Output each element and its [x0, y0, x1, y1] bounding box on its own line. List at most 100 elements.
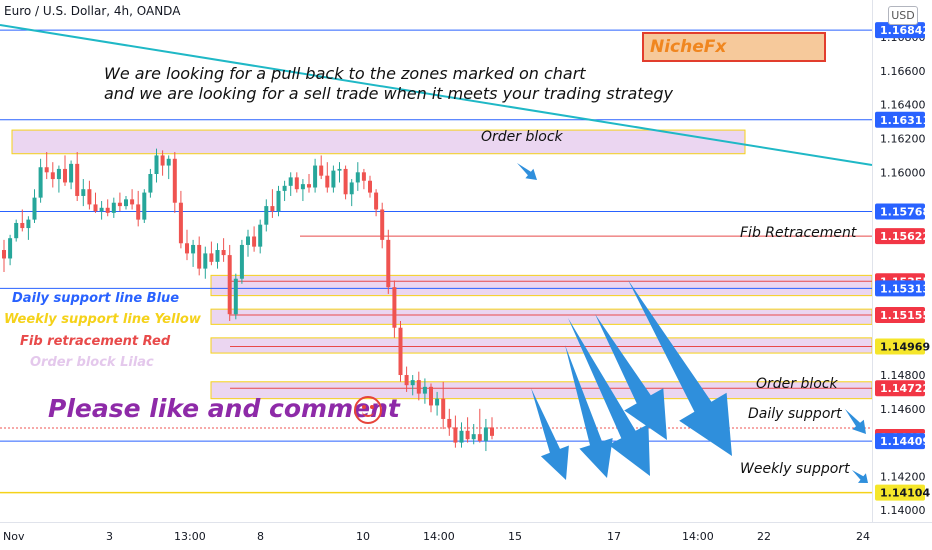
candle[interactable]: [410, 375, 415, 396]
candle[interactable]: [264, 199, 269, 232]
price-tag[interactable]: 1.14409: [875, 433, 930, 450]
candle[interactable]: [81, 179, 86, 207]
candle[interactable]: [374, 189, 379, 217]
candle[interactable]: [300, 179, 305, 202]
candle[interactable]: [105, 199, 110, 217]
candle[interactable]: [172, 152, 177, 213]
price-tag[interactable]: 1.15622: [875, 228, 930, 245]
candle[interactable]: [361, 168, 366, 190]
candle[interactable]: [288, 172, 293, 196]
candle[interactable]: [239, 239, 244, 284]
candle[interactable]: [343, 165, 348, 200]
candle[interactable]: [26, 216, 31, 240]
price-tag[interactable]: 1.15313: [875, 280, 930, 297]
candle[interactable]: [20, 209, 25, 232]
candle[interactable]: [50, 162, 55, 188]
candle[interactable]: [435, 391, 440, 416]
candle[interactable]: [154, 148, 159, 183]
candle[interactable]: [117, 192, 122, 212]
candle[interactable]: [209, 241, 214, 266]
candle[interactable]: [294, 172, 299, 193]
candle[interactable]: [331, 165, 336, 193]
candle[interactable]: [459, 422, 464, 448]
order-block-zone[interactable]: [210, 337, 873, 354]
candle[interactable]: [355, 162, 360, 191]
candle[interactable]: [2, 239, 6, 272]
price-tag[interactable]: 1.16842: [875, 22, 930, 39]
candle[interactable]: [166, 155, 171, 180]
candle[interactable]: [221, 238, 226, 262]
candle[interactable]: [349, 179, 354, 207]
candle[interactable]: [447, 408, 452, 436]
candle[interactable]: [142, 189, 147, 223]
candle[interactable]: [38, 158, 43, 203]
candle[interactable]: [404, 366, 409, 392]
price-tag[interactable]: 1.15768: [875, 203, 930, 220]
candle[interactable]: [422, 378, 427, 404]
candle[interactable]: [276, 185, 281, 217]
candle[interactable]: [215, 243, 220, 269]
price-tag[interactable]: 1.15155: [875, 307, 930, 324]
candle[interactable]: [270, 189, 275, 218]
candle[interactable]: [56, 165, 61, 193]
order-block-zone[interactable]: [210, 308, 873, 325]
candle[interactable]: [380, 202, 385, 249]
candle[interactable]: [282, 180, 287, 202]
candle[interactable]: [148, 168, 153, 198]
currency-button[interactable]: USD: [888, 6, 918, 25]
candle[interactable]: [252, 226, 257, 252]
price-tag[interactable]: 1.16311: [875, 111, 930, 128]
candle[interactable]: [233, 273, 238, 320]
candle[interactable]: [246, 229, 250, 257]
candle[interactable]: [178, 190, 183, 249]
candle[interactable]: [441, 381, 446, 430]
arrow-down-icon: [852, 470, 868, 483]
candle[interactable]: [8, 234, 13, 266]
candle[interactable]: [99, 201, 104, 220]
candle[interactable]: [69, 160, 74, 190]
candle[interactable]: [319, 155, 324, 180]
price-tag[interactable]: 1.14104: [875, 484, 930, 501]
candle[interactable]: [453, 415, 458, 448]
candle[interactable]: [93, 192, 98, 213]
candle[interactable]: [471, 424, 476, 445]
order-block-zone[interactable]: [210, 274, 873, 297]
candle[interactable]: [130, 189, 135, 210]
candle[interactable]: [203, 246, 208, 279]
candle[interactable]: [197, 236, 202, 276]
candle[interactable]: [185, 229, 189, 261]
candle[interactable]: [477, 408, 482, 443]
symbol-title[interactable]: Euro / U.S. Dollar, 4h, OANDA: [4, 4, 181, 18]
candle[interactable]: [490, 417, 494, 440]
trendline[interactable]: [0, 24, 873, 166]
order-block-zone[interactable]: [11, 129, 746, 155]
candle[interactable]: [124, 195, 128, 210]
candle[interactable]: [136, 190, 141, 227]
candle[interactable]: [227, 244, 232, 321]
candle[interactable]: [75, 152, 80, 202]
candle[interactable]: [63, 155, 67, 186]
price-tag[interactable]: 1.14969: [875, 338, 930, 355]
candle[interactable]: [337, 162, 342, 183]
candle[interactable]: [44, 152, 49, 180]
candle[interactable]: [416, 371, 421, 401]
candle[interactable]: [483, 418, 488, 452]
candle[interactable]: [313, 158, 318, 193]
candle[interactable]: [160, 150, 165, 176]
candle[interactable]: [429, 383, 433, 413]
candle[interactable]: [386, 229, 391, 294]
candle[interactable]: [398, 320, 403, 382]
candle[interactable]: [111, 197, 116, 218]
candle[interactable]: [258, 219, 263, 254]
candle[interactable]: [307, 174, 311, 193]
candle[interactable]: [191, 239, 196, 267]
candle[interactable]: [87, 180, 92, 210]
candle[interactable]: [32, 189, 37, 223]
candle[interactable]: [325, 162, 330, 193]
candle[interactable]: [392, 280, 397, 338]
candle[interactable]: [465, 417, 470, 443]
price-tag[interactable]: 1.14722: [875, 380, 930, 397]
candle[interactable]: [14, 219, 19, 242]
candle[interactable]: [368, 175, 372, 198]
